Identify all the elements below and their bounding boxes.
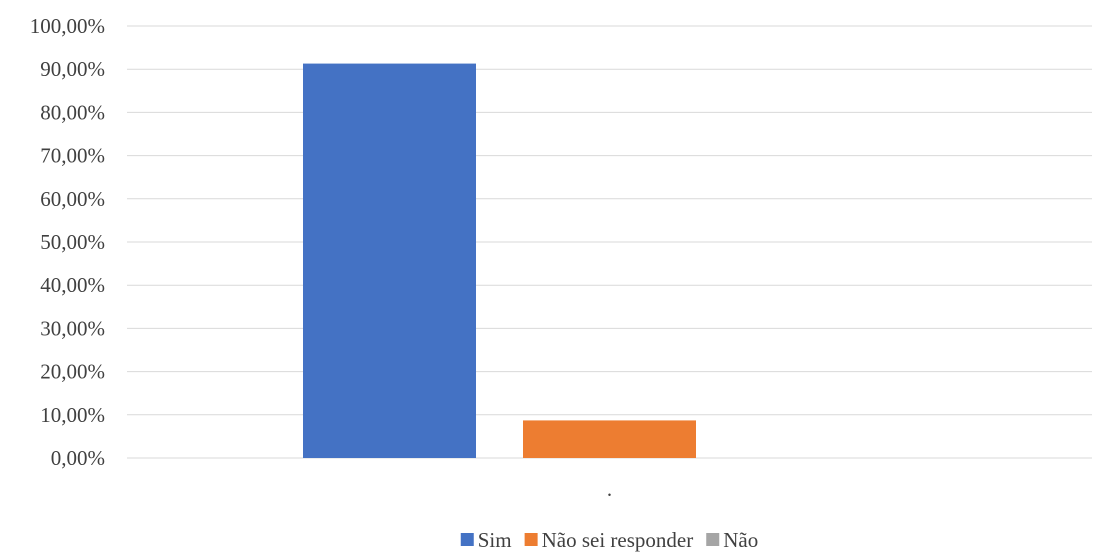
y-tick-label: 40,00% xyxy=(40,273,105,297)
y-tick-label: 20,00% xyxy=(40,360,105,384)
legend-item: Sim xyxy=(460,528,512,552)
y-tick-label: 0,00% xyxy=(51,446,105,470)
bar-sim xyxy=(303,63,476,459)
y-tick-label: 10,00% xyxy=(40,403,105,427)
legend-label: Sim xyxy=(478,528,512,552)
gridlines xyxy=(127,25,1092,459)
y-axis-tick-labels: 0,00% 10,00% 20,00% 30,00% 40,00% 50,00% 60,00… xyxy=(30,14,105,470)
y-tick-label: 70,00% xyxy=(40,144,105,168)
legend: Sim Não sei responder Não xyxy=(460,528,758,552)
y-tick-label: 100,00% xyxy=(30,14,105,38)
legend-swatch xyxy=(524,533,538,546)
legend-item: Não xyxy=(706,528,758,552)
legend-swatch xyxy=(460,533,474,546)
x-axis-category-label: . xyxy=(607,477,612,501)
bar-n-o-sei-responder xyxy=(523,420,696,458)
y-tick-label: 50,00% xyxy=(40,230,105,254)
y-tick-label: 80,00% xyxy=(40,100,105,124)
legend-label: Não sei responder xyxy=(542,528,694,552)
legend-swatch xyxy=(706,533,720,546)
bars xyxy=(303,63,696,459)
legend-item: Não sei responder xyxy=(524,528,694,552)
y-tick-label: 60,00% xyxy=(40,187,105,211)
y-tick-label: 90,00% xyxy=(40,57,105,81)
y-tick-label: 30,00% xyxy=(40,316,105,340)
legend-label: Não xyxy=(723,528,758,552)
